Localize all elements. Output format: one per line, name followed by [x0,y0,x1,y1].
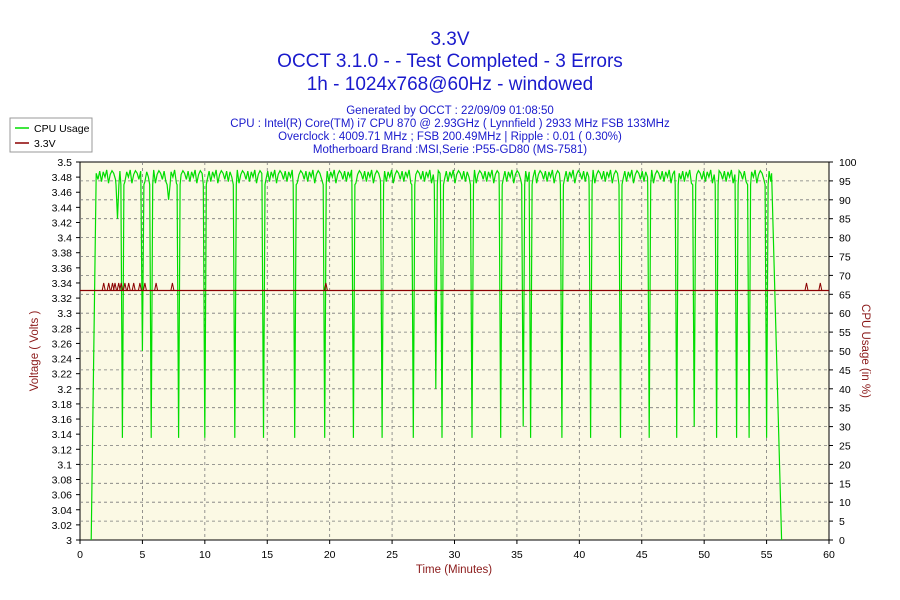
y-tick-label: 3.44 [52,202,73,214]
generated-info: Generated by OCCT : 22/09/09 01:08:50 [346,105,554,117]
y-tick-label: 3.02 [52,520,73,532]
y-tick-label: 3.32 [52,293,73,305]
y-axis-ticks: 3 3.02 3.04 3.06 3.08 3.1 3.12 3.14 3.16 3.18 3.2 3… [52,157,80,547]
y-tick-label: 3.5 [57,157,72,169]
overclock-info: Overclock : 4009.71 MHz ; FSB 200.49MHz … [278,131,622,143]
y2-tick-label: 65 [839,289,851,301]
y2-tick-label: 85 [839,214,851,226]
y2-tick-label: 80 [839,233,851,245]
legend-label-cpu-usage: CPU Usage [34,123,90,135]
x-tick-label: 30 [449,549,461,561]
y2-axis-label: CPU Usage (in %) [859,304,871,398]
y-tick-label: 3.1 [57,459,72,471]
y-tick-label: 3.2 [57,384,72,396]
motherboard-info: Motherboard Brand :MSI,Serie :P55-GD80 (… [313,144,587,156]
y2-tick-label: 0 [839,535,845,547]
voltage-spike [101,282,106,291]
y-tick-label: 3.38 [52,248,73,260]
y2-tick-label: 75 [839,252,851,264]
y2-tick-label: 20 [839,459,851,471]
y2-tick-label: 10 [839,497,851,509]
y2-tick-label: 5 [839,516,845,528]
y-tick-label: 3.28 [52,323,73,335]
x-tick-label: 0 [77,549,83,561]
voltage-spike [818,282,823,291]
y-tick-label: 3.12 [52,444,73,456]
y-tick-label: 3.24 [52,354,73,366]
voltage-spike [131,282,136,291]
voltage-spike [154,282,159,291]
voltage-spike [126,282,131,291]
voltage-spike [106,282,111,291]
y-tick-label: 3.26 [52,338,73,350]
legend-label-3v3: 3.3V [34,138,56,150]
y2-tick-label: 60 [839,308,851,320]
y2-tick-label: 95 [839,176,851,188]
y-tick-label: 3.22 [52,369,73,381]
x-tick-label: 40 [573,549,585,561]
x-tick-label: 60 [823,549,835,561]
y-tick-label: 3.16 [52,414,73,426]
y2-tick-label: 100 [839,157,857,169]
y-tick-label: 3.4 [57,233,72,245]
y2-tick-label: 40 [839,384,851,396]
x-tick-label: 50 [698,549,710,561]
x-tick-label: 5 [139,549,145,561]
x-tick-label: 55 [761,549,773,561]
chart-subtitle-2: 1h - 1024x768@60Hz - windowed [307,74,594,95]
y-tick-label: 3.42 [52,217,73,229]
y-tick-label: 3.08 [52,475,73,487]
y-tick-label: 3.14 [52,429,73,441]
voltage-spike [323,282,328,291]
voltage-spike [142,282,147,291]
x-tick-label: 35 [511,549,523,561]
y-tick-label: 3.18 [52,399,73,411]
y2-tick-label: 35 [839,403,851,415]
y2-tick-label: 45 [839,365,851,377]
x-axis-label: Time (Minutes) [416,564,492,576]
y-tick-label: 3.34 [52,278,73,290]
voltage-spike [119,282,124,291]
y-tick-label: 3 [66,535,72,547]
y2-tick-label: 55 [839,327,851,339]
chart-title: 3.3V [430,29,469,50]
x-tick-label: 15 [261,549,273,561]
x-tick-label: 20 [324,549,336,561]
x-tick-label: 25 [386,549,398,561]
x-axis-ticks: 0 5 10 15 20 25 30 35 40 45 50 55 60 [77,540,835,561]
y-tick-label: 3.46 [52,187,73,199]
y2-axis-ticks: 0 5 10 15 20 25 30 35 40 45 50 55 60 65 70 75 80 85 90 95 10… [829,157,857,547]
y2-tick-label: 25 [839,441,851,453]
legend: CPU Usage 3.3V [9,117,93,153]
y-axis-label: Voltage ( Volts ) [29,311,41,392]
voltage-spike [804,282,809,291]
x-tick-label: 10 [199,549,211,561]
voltage-spike [113,282,117,291]
voltage-spike [137,282,142,291]
series [80,168,829,541]
y2-tick-label: 70 [839,270,851,282]
voltage-spike [122,282,127,291]
voltage-spike [170,282,175,291]
y-tick-label: 3.3 [57,308,72,320]
y2-tick-label: 50 [839,346,851,358]
y-tick-label: 3.04 [52,505,73,517]
legend-box [9,117,93,153]
y-tick-label: 3.06 [52,490,73,502]
cpu-usage-line [90,168,783,541]
y2-tick-label: 15 [839,478,851,490]
y-tick-label: 3.48 [52,172,73,184]
y2-tick-label: 30 [839,422,851,434]
y-tick-label: 3.36 [52,263,73,275]
y2-tick-label: 90 [839,195,851,207]
x-tick-label: 45 [636,549,648,561]
chart-subtitle-1: OCCT 3.1.0 - - Test Completed - 3 Errors [277,51,623,72]
cpu-info: CPU : Intel(R) Core(TM) i7 CPU 870 @ 2.9… [230,118,670,130]
